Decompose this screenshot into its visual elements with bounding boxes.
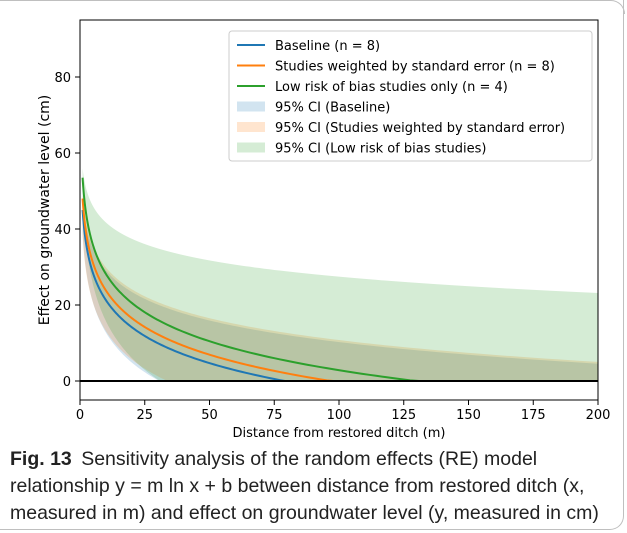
chart: 0 25 50 75 100 125 150 175 200 0 20 40 60 80 Distanc…: [37, 19, 611, 440]
legend: Baseline (n = 8) Studies weighted by stan…: [228, 30, 593, 162]
legend-patch-swatch: [237, 142, 265, 153]
legend-label: Low risk of bias studies only (n = 4): [275, 80, 508, 95]
x-tick-label: 25: [136, 408, 153, 423]
y-axis-ticks: 0 20 40 60 80: [54, 71, 80, 390]
legend-label: 95% CI (Baseline): [275, 101, 390, 116]
x-tick-label: 100: [327, 408, 352, 423]
y-tick-label: 0: [63, 375, 71, 390]
legend-label: 95% CI (Low risk of bias studies): [275, 142, 486, 157]
ci-band-1: [82, 198, 598, 381]
series-line-3: [81, 177, 598, 382]
y-tick-label: 40: [54, 223, 71, 238]
x-tick-label: 175: [521, 408, 546, 423]
y-tick-label: 20: [54, 299, 71, 314]
x-axis-ticks: 0 25 50 75 100 125 150 175 200: [76, 400, 611, 423]
y-axis-label: Effect on groundwater level (cm): [37, 95, 53, 326]
figure-label: Fig. 13: [10, 448, 72, 470]
x-tick-label: 125: [391, 408, 416, 423]
legend-patch-swatch: [237, 101, 265, 112]
y-tick-label: 80: [54, 71, 71, 86]
legend-box: [228, 30, 593, 162]
x-tick-label: 50: [201, 408, 218, 423]
legend-patch-swatch: [237, 122, 265, 132]
x-tick-label: 0: [76, 408, 84, 423]
x-tick-label: 150: [456, 408, 481, 423]
ci-band-3: [82, 168, 598, 381]
caption-text: Sensitivity analysis of the random effec…: [10, 448, 599, 524]
ci-band-2: [82, 194, 598, 381]
x-axis-label: Distance from restored ditch (m): [233, 426, 446, 440]
legend-label: Studies weighted by standard error (n = …: [275, 60, 555, 75]
x-tick-label: 75: [266, 408, 283, 423]
figure-caption: Fig. 13 Sensitivity analysis of the rand…: [10, 446, 615, 527]
x-tick-label: 200: [586, 408, 611, 423]
series-line-2: [81, 198, 598, 382]
legend-label: 95% CI (Studies weighted by standard err…: [275, 121, 565, 136]
legend-label: Baseline (n = 8): [275, 39, 380, 54]
ci-bands: [82, 168, 598, 381]
y-tick-label: 60: [54, 147, 71, 162]
